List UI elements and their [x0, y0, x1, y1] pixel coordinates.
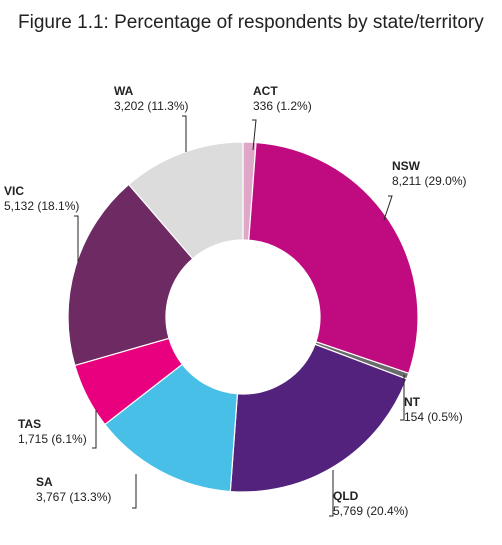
leader-sa [132, 474, 137, 509]
leader-vic [74, 215, 79, 262]
leader-qld [329, 470, 334, 517]
leader-lines [74, 115, 405, 517]
leader-nsw [383, 195, 393, 221]
label-value-nsw: 8,211 (29.0%) [392, 174, 467, 188]
slice-qld [229, 343, 408, 493]
chart-title: Figure 1.1: Percentage of respondents by… [18, 12, 484, 33]
label-value-tas: 1,715 (6.1%) [18, 432, 87, 446]
label-name-qld: QLD [333, 489, 359, 503]
slice-nsw [248, 141, 419, 375]
label-name-nsw: NSW [392, 159, 421, 173]
slice-wa [127, 141, 244, 260]
label-value-sa: 3,767 (13.3%) [36, 490, 111, 504]
label-value-wa: 3,202 (11.3%) [114, 99, 189, 113]
leader-act [252, 119, 257, 151]
label-value-qld: 5,769 (20.4%) [333, 504, 408, 518]
label-value-act: 336 (1.2%) [253, 99, 312, 113]
label-name-vic: VIC [4, 184, 24, 198]
slice-sa [104, 363, 239, 493]
donut-slices [67, 141, 419, 493]
leader-nt [400, 375, 405, 421]
label-name-wa: WA [114, 84, 134, 98]
leader-wa [182, 115, 187, 152]
slice-vic [67, 183, 194, 367]
label-name-act: ACT [253, 84, 278, 98]
leader-tas [92, 410, 97, 449]
label-name-tas: TAS [18, 417, 41, 431]
label-value-vic: 5,132 (18.1%) [4, 199, 79, 213]
label-name-sa: SA [36, 475, 53, 489]
label-name-nt: NT [404, 395, 421, 409]
label-value-nt: 154 (0.5%) [404, 410, 463, 424]
